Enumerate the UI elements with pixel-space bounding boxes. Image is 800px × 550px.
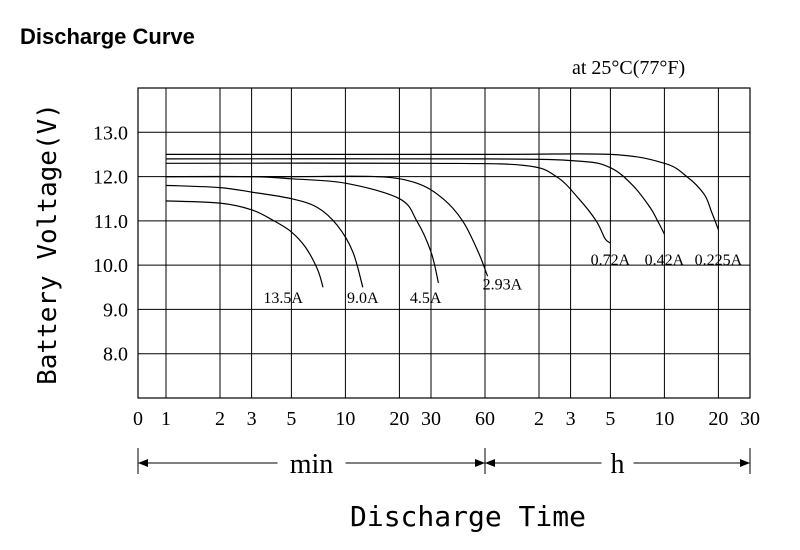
curve-label: 9.0A [347,290,379,307]
curve-label: 0.225A [695,252,743,269]
y-tick-label: 10.0 [93,255,128,277]
curve-13.5A [165,200,324,288]
curve-0.225A [166,153,719,230]
y-tick-label: 9.0 [103,299,128,321]
x-tick-label: 10 [335,408,355,430]
x-tick-label: 0 [133,408,143,430]
x-tick-label: 3 [247,408,257,430]
y-tick-label: 11.0 [94,211,128,233]
curve-labels: 13.5A 9.0A 4.5A 2.93A 0.72A 0.42A 0.225A [263,252,742,307]
y-tick-label: 8.0 [103,344,128,366]
x-tick-label: 2 [534,408,544,430]
plot-frame [137,87,751,399]
unit-arrow-head [138,459,148,467]
curve-2.93A [165,175,489,277]
x-tick-label: 5 [286,408,296,430]
discharge-curves [165,153,719,288]
curve-label: 4.5A [410,290,442,307]
y-axis-label: Battery Voltage(V) [33,103,63,385]
grid [137,88,751,398]
y-tick-label: 12.0 [93,167,128,189]
curve-4.5A [165,175,439,284]
curve-label: 13.5A [263,290,303,307]
curve-0.42A [165,158,665,235]
curve-label: 0.72A [591,252,631,269]
x-tick-label: 30 [421,408,441,430]
curve-9.0A [165,184,364,288]
x-tick-label: 20 [389,408,409,430]
x-tick-label: 60 [475,408,495,430]
curve-label: 0.42A [645,252,685,269]
x-tick-label: 3 [566,408,576,430]
unit-arrow-head [740,459,750,467]
x-axis-label: Discharge Time [350,500,586,533]
unit-arrows: min h [137,448,751,480]
x-tick-label: 1 [161,408,171,430]
chart-condition: at 25°C(77°F) [572,57,685,79]
unit-arrow-head [475,459,486,467]
curve-0.72A [165,162,611,244]
x-tick-label: 2 [215,408,225,430]
unit-label-h: h [611,449,625,480]
chart-title: Discharge Curve [20,24,195,49]
curve-label: 2.93A [483,277,523,294]
x-tick-label: 20 [708,408,728,430]
x-tick-label: 5 [605,408,615,430]
unit-label-min: min [290,449,334,480]
y-tick-label: 13.0 [93,122,128,144]
y-tick-labels: 13.0 12.0 11.0 10.0 9.0 8.0 [93,122,128,365]
unit-arrow-head [485,459,496,467]
x-tick-labels: 0 1 2 3 5 10 20 30 60 2 3 5 10 20 30 [133,408,760,430]
x-tick-label: 30 [740,408,760,430]
x-tick-label: 10 [654,408,674,430]
